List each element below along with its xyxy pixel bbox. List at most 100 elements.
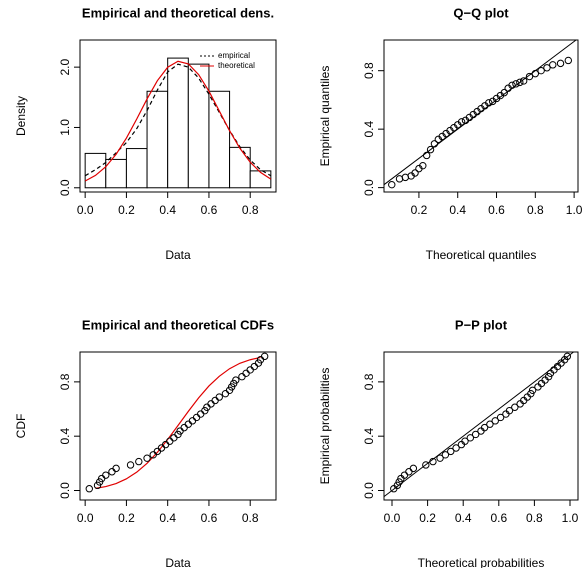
point bbox=[170, 434, 178, 442]
point bbox=[525, 72, 534, 81]
point bbox=[452, 444, 460, 452]
point bbox=[143, 454, 151, 462]
y-tick-label: 0.0 bbox=[58, 179, 72, 196]
y-tick-label: 0.0 bbox=[362, 482, 376, 499]
point bbox=[232, 376, 240, 384]
cdf-curve bbox=[95, 356, 261, 489]
x-tick-label: 0.8 bbox=[526, 511, 543, 525]
point bbox=[102, 471, 110, 479]
point bbox=[422, 151, 431, 160]
point bbox=[471, 430, 480, 439]
point bbox=[112, 464, 120, 473]
point bbox=[388, 180, 396, 189]
x-tick-label: 0.2 bbox=[118, 203, 135, 217]
y-tick-label: 0.0 bbox=[362, 179, 376, 196]
point bbox=[211, 396, 219, 405]
point bbox=[485, 99, 493, 107]
hist-bar bbox=[125, 148, 148, 189]
point bbox=[516, 78, 524, 87]
chart-title: P−P plot bbox=[455, 317, 508, 332]
point bbox=[537, 66, 545, 75]
x-tick-label: 0.6 bbox=[201, 203, 218, 217]
x-tick-label: 0.6 bbox=[201, 511, 218, 525]
point bbox=[436, 454, 444, 462]
x-tick-label: 0.6 bbox=[488, 203, 505, 217]
x-tick-label: 0.4 bbox=[159, 511, 176, 525]
x-tick-label: 0.0 bbox=[77, 203, 94, 217]
point bbox=[556, 59, 565, 68]
hist-bar bbox=[208, 90, 231, 189]
point bbox=[441, 451, 450, 459]
point bbox=[496, 413, 505, 422]
legend-label: theoretical bbox=[218, 61, 255, 70]
point bbox=[419, 161, 427, 170]
point bbox=[512, 80, 520, 88]
plot-frame bbox=[383, 39, 579, 193]
chart-title: Empirical and theoretical CDFs bbox=[82, 317, 274, 332]
point bbox=[196, 410, 205, 418]
y-axis-label: CDF bbox=[14, 414, 28, 439]
point bbox=[430, 140, 439, 148]
point bbox=[411, 169, 419, 177]
point bbox=[505, 406, 514, 415]
x-tick-label: 0.8 bbox=[527, 203, 544, 217]
x-tick-label: 0.0 bbox=[384, 511, 401, 525]
point bbox=[108, 468, 116, 476]
legend-label: empirical bbox=[218, 51, 250, 60]
chart-title: Q−Q plot bbox=[453, 5, 509, 20]
point bbox=[447, 447, 455, 456]
point bbox=[480, 423, 489, 432]
point bbox=[461, 437, 469, 445]
hist-bar bbox=[249, 170, 272, 189]
x-axis-label: Data bbox=[165, 248, 191, 262]
point bbox=[457, 118, 466, 126]
y-tick-label: 2.0 bbox=[58, 58, 72, 75]
point bbox=[242, 369, 250, 378]
point bbox=[564, 56, 572, 65]
y-tick-label: 0.8 bbox=[362, 62, 376, 79]
point bbox=[405, 468, 413, 476]
point bbox=[192, 413, 201, 422]
point bbox=[531, 69, 540, 78]
x-tick-label: 1.0 bbox=[562, 511, 579, 525]
point bbox=[543, 64, 551, 72]
y-axis-label: Empirical probabilities bbox=[318, 368, 332, 485]
point bbox=[260, 352, 269, 361]
x-tick-label: 0.4 bbox=[455, 511, 472, 525]
point bbox=[409, 464, 418, 473]
x-tick-label: 0.2 bbox=[411, 203, 428, 217]
x-tick-label: 0.4 bbox=[449, 203, 466, 217]
point bbox=[250, 362, 259, 371]
chart-title: Empirical and theoretical dens. bbox=[82, 5, 274, 20]
point bbox=[246, 366, 254, 374]
point bbox=[207, 400, 215, 408]
point bbox=[166, 437, 174, 445]
point bbox=[491, 417, 499, 425]
point bbox=[422, 461, 430, 469]
point bbox=[511, 403, 519, 411]
reference-line bbox=[383, 351, 574, 498]
point bbox=[519, 77, 528, 85]
point bbox=[426, 145, 435, 154]
x-tick-label: 0.8 bbox=[242, 511, 259, 525]
x-tick-label: 0.2 bbox=[419, 511, 436, 525]
point bbox=[528, 386, 537, 394]
hist-bar bbox=[187, 63, 210, 189]
point bbox=[215, 393, 223, 401]
point bbox=[508, 81, 516, 90]
y-tick-label: 0.8 bbox=[362, 373, 376, 390]
y-tick-label: 1.0 bbox=[58, 119, 72, 136]
plot-frame bbox=[79, 39, 277, 193]
point bbox=[486, 420, 494, 428]
point bbox=[180, 423, 188, 432]
x-tick-label: 0.6 bbox=[490, 511, 507, 525]
density-line bbox=[84, 63, 272, 177]
x-axis-label: Theoretical probabilities bbox=[418, 556, 545, 568]
x-axis-label: Theoretical quantiles bbox=[426, 248, 537, 262]
point bbox=[126, 461, 135, 469]
y-tick-label: 0.4 bbox=[362, 428, 376, 445]
point bbox=[549, 61, 557, 69]
plot-frame bbox=[79, 351, 277, 501]
